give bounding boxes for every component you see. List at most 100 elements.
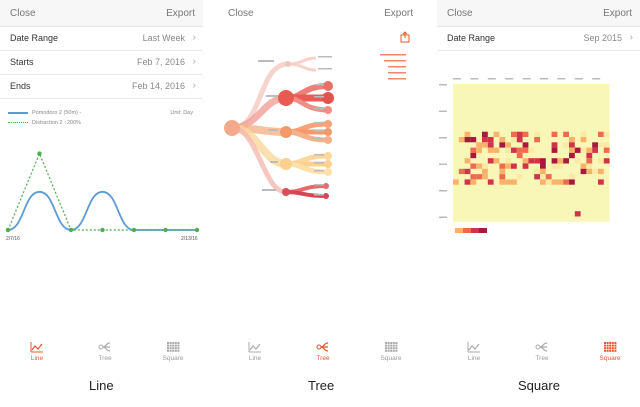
ends-value: Feb 14, 2016 xyxy=(131,81,185,91)
heatmap-cell xyxy=(522,131,529,137)
heatmap-cell xyxy=(505,163,511,169)
heatmap-cell xyxy=(603,158,610,164)
heatmap-cell xyxy=(563,179,569,185)
tab-tree[interactable]: Tree xyxy=(298,341,348,362)
heatmap-cell xyxy=(592,147,598,153)
tab-square[interactable]: Square xyxy=(366,341,416,362)
export-button[interactable]: Export xyxy=(166,8,195,19)
grid-icon xyxy=(148,341,198,353)
heatmap-row-label xyxy=(439,110,447,112)
tab-label: Line xyxy=(248,355,262,362)
heatmap-cell xyxy=(551,131,558,137)
heatmap-cell xyxy=(522,158,529,164)
legend-label: Distraction 2 ↑200% xyxy=(32,120,81,126)
tab-square[interactable]: Square xyxy=(148,341,198,362)
ends-row[interactable]: Ends Feb 14, 2016 › xyxy=(0,74,203,99)
heatmap-cell xyxy=(476,142,482,148)
data-point xyxy=(5,227,11,233)
tab-label: Tree xyxy=(535,355,549,362)
starts-row[interactable]: Starts Feb 7, 2016 › xyxy=(0,50,203,75)
heatmap-cell xyxy=(569,174,575,180)
data-point xyxy=(194,227,200,233)
series-line xyxy=(7,190,197,231)
heatmap-cell xyxy=(540,179,546,185)
export-button[interactable]: Export xyxy=(384,8,413,19)
close-button[interactable]: Close xyxy=(447,8,473,19)
heatmap-cell xyxy=(586,163,593,169)
heatmap-cell xyxy=(470,137,477,143)
heatmap-cell xyxy=(551,179,558,185)
heatmap-cell xyxy=(505,147,511,153)
heatmap-cell xyxy=(511,131,517,137)
heatmap-col-label xyxy=(505,78,514,80)
tab-tree[interactable]: Tree xyxy=(80,341,130,362)
heatmap-scale-swatch xyxy=(479,228,487,233)
line-chart: 2/7/16 2/13/16 xyxy=(5,151,200,242)
heatmap-cell xyxy=(563,142,569,148)
caption-square: Square xyxy=(518,378,560,393)
heatmap-cell xyxy=(522,142,529,148)
heatmap-cell xyxy=(574,158,581,164)
tab-line[interactable]: Line xyxy=(449,341,499,362)
tab-tree[interactable]: Tree xyxy=(517,341,567,362)
heatmap-cell xyxy=(458,137,465,143)
heatmap-cell xyxy=(598,142,604,148)
heatmap-cell xyxy=(482,168,488,175)
tab-label: Line xyxy=(467,355,481,362)
tab-bar: Line Tree Square xyxy=(0,333,203,373)
date-range-label: Date Range xyxy=(10,33,59,43)
nav-bar: Close Export xyxy=(437,0,640,27)
heatmap-cell xyxy=(476,147,482,153)
tab-line[interactable]: Line xyxy=(12,341,62,362)
tab-line[interactable]: Line xyxy=(230,341,280,362)
data-point xyxy=(131,227,137,233)
heatmap-cell xyxy=(557,163,564,169)
heatmap-cell xyxy=(603,142,610,148)
tree-icon xyxy=(80,341,130,353)
heatmap-cell xyxy=(551,142,558,148)
tree-diagram xyxy=(224,54,406,199)
heatmap-cell xyxy=(598,168,604,175)
heatmap-cell xyxy=(569,147,575,153)
heatmap-cell xyxy=(586,147,593,153)
close-button[interactable]: Close xyxy=(10,8,36,19)
heatmap-cell xyxy=(598,179,604,185)
grid-icon xyxy=(366,341,416,353)
heatmap-col-label xyxy=(557,78,566,80)
heatmap-cell xyxy=(534,137,540,143)
heatmap-cell xyxy=(534,131,540,137)
close-button[interactable]: Close xyxy=(228,8,254,19)
heatmap-cell xyxy=(563,158,569,164)
heatmap-cell xyxy=(470,174,477,180)
heatmap-cell xyxy=(603,131,610,137)
heatmap-cell xyxy=(557,179,564,185)
heatmap-cell xyxy=(540,163,546,169)
heatmap-col-label xyxy=(487,78,496,80)
heatmap-cell xyxy=(569,137,575,143)
x-tick-label: 2/7/16 xyxy=(6,236,20,242)
heatmap xyxy=(439,78,610,233)
chevron-right-icon: › xyxy=(192,32,196,43)
tab-square[interactable]: Square xyxy=(585,341,635,362)
tab-bar: Line Tree Square xyxy=(218,333,421,373)
heatmap-col-label xyxy=(540,78,548,80)
date-range-label: Date Range xyxy=(447,33,496,43)
tab-bar: Line Tree Square xyxy=(437,333,640,373)
date-range-row[interactable]: Date Range Sep 2015 › xyxy=(437,26,640,51)
heatmap-cell xyxy=(464,131,471,137)
heatmap-cell xyxy=(464,137,471,143)
heatmap-cell xyxy=(493,131,500,137)
tab-label: Tree xyxy=(98,355,112,362)
heatmap-cell xyxy=(499,174,506,180)
export-button[interactable]: Export xyxy=(603,8,632,19)
data-point xyxy=(37,151,42,156)
share-icon[interactable] xyxy=(399,30,411,48)
heatmap-cell xyxy=(598,158,604,164)
heatmap-row-label xyxy=(439,137,447,139)
heatmap-cell xyxy=(522,163,529,169)
heatmap-cell xyxy=(545,174,552,180)
date-range-row[interactable]: Date Range Last Week › xyxy=(0,26,203,51)
heatmap-cell xyxy=(522,147,529,153)
heatmap-cell xyxy=(482,163,488,169)
heatmap-cell xyxy=(580,147,587,153)
